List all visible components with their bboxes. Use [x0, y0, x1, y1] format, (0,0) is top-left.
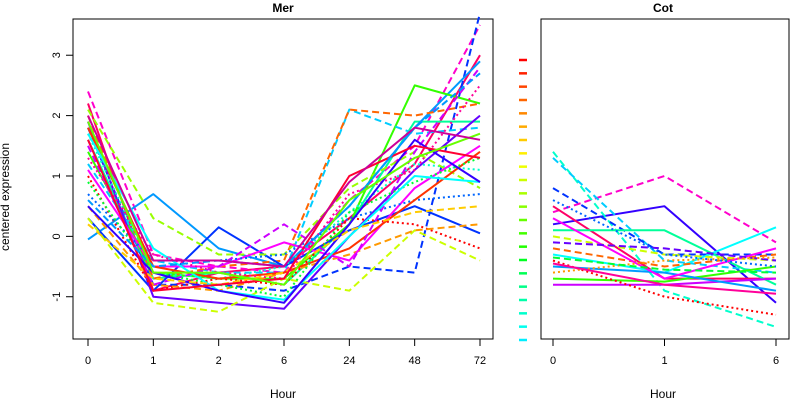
x-tick-label-cot: 1: [661, 355, 667, 367]
series-line-mer-21: [87, 133, 481, 301]
series-line-cot-17: [552, 256, 777, 274]
panel-title-mer: Mer: [272, 1, 294, 15]
series-line-cot-5: [552, 187, 776, 256]
series-line-mer-28: [87, 115, 481, 268]
series-line-cot-7: [553, 229, 777, 286]
x-axis-label-cot: Hour: [650, 387, 676, 400]
y-tick-label-mer: 2: [51, 113, 63, 119]
panel-mer: Mer 0 1 2 6 24 48 72 -1 0 1 2 3 Hour: [51, 1, 494, 400]
y-axis-label: centered expression: [0, 143, 12, 251]
y-tick-label-mer: 0: [51, 233, 63, 239]
y-tick-label-mer: 1: [51, 173, 63, 179]
x-tick-label-mer: 6: [281, 355, 287, 367]
x-tick-label-cot: 6: [773, 355, 779, 367]
series-line-cot-16: [552, 241, 777, 262]
x-tick-label-mer: 0: [85, 355, 91, 367]
series-line-cot-8: [552, 265, 777, 283]
x-axis-label-mer: Hour: [270, 387, 296, 400]
x-tick-label-cot: 0: [550, 355, 556, 367]
plot-frame-mer: [72, 18, 494, 340]
series-line-cot-4: [552, 157, 777, 274]
series-group-cot: [552, 151, 777, 328]
x-tick-label-mer: 72: [474, 355, 486, 367]
color-key: [519, 58, 527, 342]
y-tick-label-mer: -1: [51, 292, 63, 302]
series-line-cot-20: [552, 199, 777, 268]
series-line-cot-14: [552, 265, 777, 292]
series-line-cot-1: [552, 175, 777, 244]
x-axis-ticks-mer: 0 1 2 6 24 48 72: [85, 339, 486, 367]
panel-cot: Cot 0 1 6 Hour: [540, 1, 790, 400]
x-tick-label-mer: 1: [150, 355, 156, 367]
series-line-mer-27: [87, 121, 481, 286]
x-tick-label-mer: 24: [343, 355, 355, 367]
x-axis-ticks-cot: 0 1 6: [550, 339, 779, 367]
x-tick-label-mer: 2: [216, 355, 222, 367]
series-line-mer-25: [87, 139, 481, 292]
y-tick-label-mer: 3: [51, 52, 63, 58]
panel-title-cot: Cot: [653, 1, 673, 15]
series-line-mer-20: [87, 66, 481, 286]
series-line-cot-19: [552, 262, 777, 295]
series-line-cot-3: [552, 151, 777, 328]
y-axis-ticks-mer: -1 0 1 2 3: [51, 52, 73, 302]
series-line-cot-18: [552, 256, 777, 274]
series-group-mer: [87, 12, 481, 313]
x-tick-label-mer: 48: [409, 355, 421, 367]
